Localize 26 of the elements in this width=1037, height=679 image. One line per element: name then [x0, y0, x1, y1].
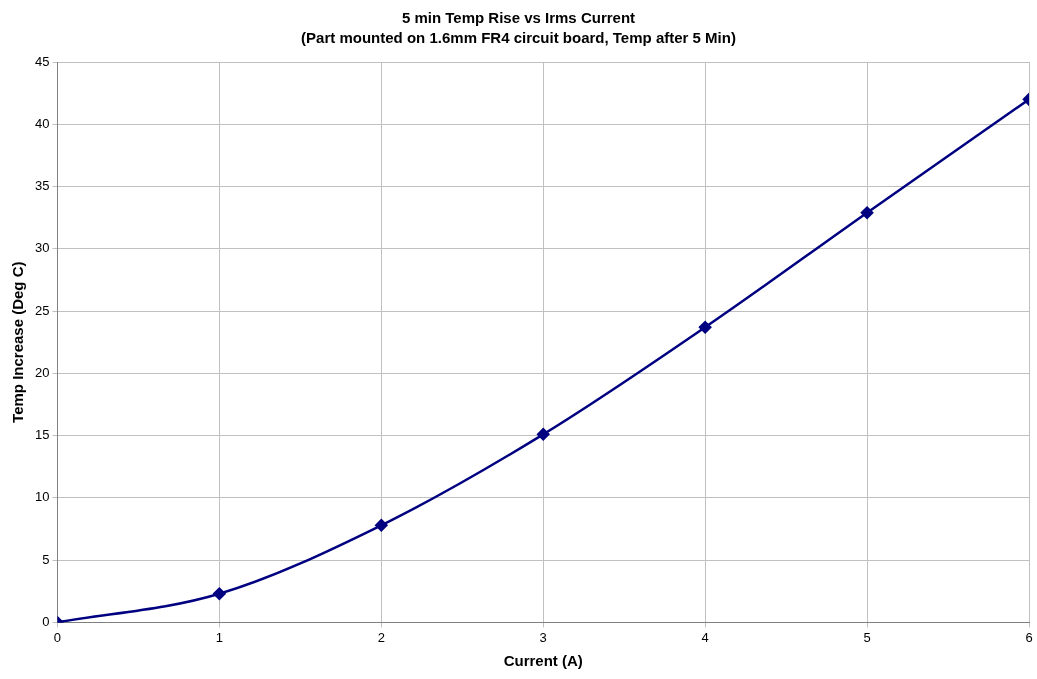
x-tick-label: 0	[53, 629, 62, 645]
y-tick-label: 10	[34, 489, 50, 505]
y-tick-label: 15	[34, 427, 50, 443]
x-axis-title: Current (A)	[503, 652, 583, 670]
point	[375, 519, 388, 532]
x-tick-label: 3	[539, 629, 547, 645]
chart-title: 5 min Temp Rise vs Irms Current	[400, 8, 637, 28]
point	[536, 428, 550, 441]
point	[213, 587, 226, 601]
y-tick-label: 0	[42, 613, 50, 629]
y-tick-label: 20	[34, 364, 50, 380]
y-tick-label: 35	[34, 178, 50, 194]
x-tick-label: 1	[215, 629, 223, 645]
y-tick-label: 30	[34, 240, 50, 256]
x-tick-label: 2	[377, 629, 385, 645]
y-tick-label: 5	[42, 551, 50, 567]
point	[860, 206, 874, 219]
y-axis-title: Temp Increase (Deg C)	[9, 261, 27, 423]
y-tick-label: 45	[34, 53, 50, 69]
y-tick-label: 40	[34, 115, 50, 131]
x-tick-label: 5	[863, 629, 871, 645]
chart-subtitle: (Part mounted on 1.6mm FR4 circuit board, Temp after 5 Min)	[300, 28, 737, 48]
x-tick-label: 6	[1025, 629, 1033, 645]
point	[698, 321, 712, 334]
y-tick-label: 25	[34, 302, 50, 318]
x-tick-label: 4	[701, 629, 709, 645]
